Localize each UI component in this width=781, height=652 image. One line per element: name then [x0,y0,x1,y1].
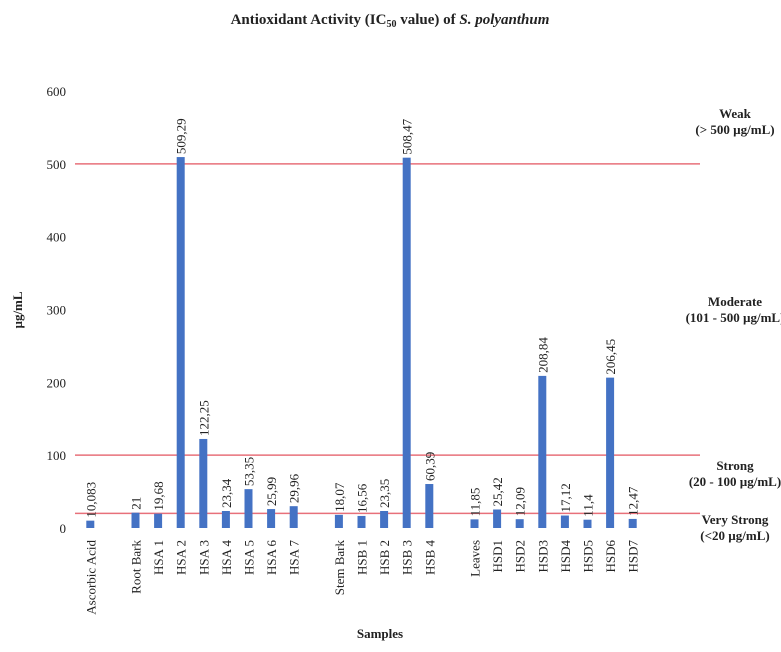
value-label: 208,84 [535,337,550,373]
value-label: 60,39 [422,452,437,481]
title-part: value) of [396,12,459,28]
y-axis-label: µg/mL [10,291,25,328]
bar [244,489,253,528]
bar [628,518,637,528]
bar [86,520,95,528]
bar [583,519,592,528]
chart-title: Antioxidant Activity (IC50 value) of S. … [231,12,550,30]
y-tick-label: 200 [47,375,67,390]
value-label: 11,85 [468,488,483,517]
value-label: 509,29 [174,118,189,154]
x-tick-label: Leaves [468,540,483,577]
value-label: 16,56 [355,483,370,513]
bar [154,513,163,528]
x-tick-label: HSD7 [626,540,641,573]
x-tick-label: HSB 2 [377,540,392,575]
value-label: 12,47 [626,486,641,516]
bar [470,519,479,528]
x-tick-label: HSD1 [490,540,505,573]
value-label: 19,68 [151,481,166,510]
x-tick-label: HSA 5 [242,540,257,575]
x-tick-label: Stem Bark [332,540,347,596]
bar [357,515,366,528]
x-tick-label: HSD2 [513,540,528,573]
x-tick-label: HSA 1 [151,540,166,575]
x-tick-label: HSD6 [603,540,618,573]
bar [493,509,502,528]
bar [131,512,140,528]
y-tick-label: 400 [47,230,67,245]
value-label: 10,083 [83,482,98,518]
value-label: 25,99 [264,477,279,506]
y-tick-label: 600 [47,84,67,99]
title-part: Antioxidant Activity (IC [231,12,387,28]
y-tick-label: 300 [47,303,67,318]
x-tick-label: HSA 7 [287,540,302,576]
y-tick-label: 500 [47,157,67,172]
x-tick-label: HSB 1 [355,540,370,575]
threshold-label: Moderate [708,294,762,309]
value-label: 17,12 [558,483,573,512]
threshold-label: (101 - 500 µg/mL) [686,310,781,325]
bar [606,377,615,528]
value-label: 23,35 [377,479,392,508]
bar [425,484,434,528]
y-tick-label: 100 [47,448,67,463]
bar [538,375,547,528]
x-tick-label: HSA 6 [264,540,279,576]
x-tick-label: Root Bark [129,540,144,594]
y-tick-label: 0 [60,521,67,536]
value-label: 508,47 [400,118,415,154]
bar [176,157,185,528]
value-label: 12,09 [513,487,528,516]
value-label: 206,45 [603,339,618,375]
title-species: S. polyanthum [459,12,549,28]
bar [560,515,569,528]
bar [289,506,298,528]
value-label: 11,4 [581,494,596,517]
x-tick-label: HSA 4 [219,540,234,576]
x-tick-label: HSD3 [535,540,550,573]
value-label: 21 [129,497,144,510]
threshold-label: (20 - 100 µg/mL) [689,474,781,489]
value-label: 23,34 [219,478,234,508]
bar [380,510,389,528]
x-tick-label: HSD5 [581,540,596,573]
x-tick-label: HSB 3 [400,540,415,575]
value-label: 18,07 [332,482,347,512]
x-axis-label: Samples [357,626,403,641]
value-label: 53,35 [242,457,257,486]
x-tick-label: HSB 4 [422,540,437,576]
value-label: 29,96 [287,473,302,503]
x-tick-label: Ascorbic Acid [83,540,98,615]
threshold-label: Weak [719,106,752,121]
bar [221,511,230,528]
value-label: 122,25 [196,400,211,436]
bar [334,514,343,528]
threshold-label: Strong [716,458,754,473]
threshold-label: (> 500 µg/mL) [695,122,774,137]
bar [199,438,208,528]
bar [402,157,411,528]
value-label: 25,42 [490,477,505,506]
x-tick-label: HSA 2 [174,540,189,575]
bar [515,519,524,528]
threshold-label: Very Strong [702,512,769,527]
x-tick-label: HSA 3 [196,540,211,575]
bar [267,509,276,528]
x-tick-label: HSD4 [558,540,573,573]
threshold-label: (<20 µg/mL) [700,528,769,543]
title-subscript: 50 [386,19,396,30]
